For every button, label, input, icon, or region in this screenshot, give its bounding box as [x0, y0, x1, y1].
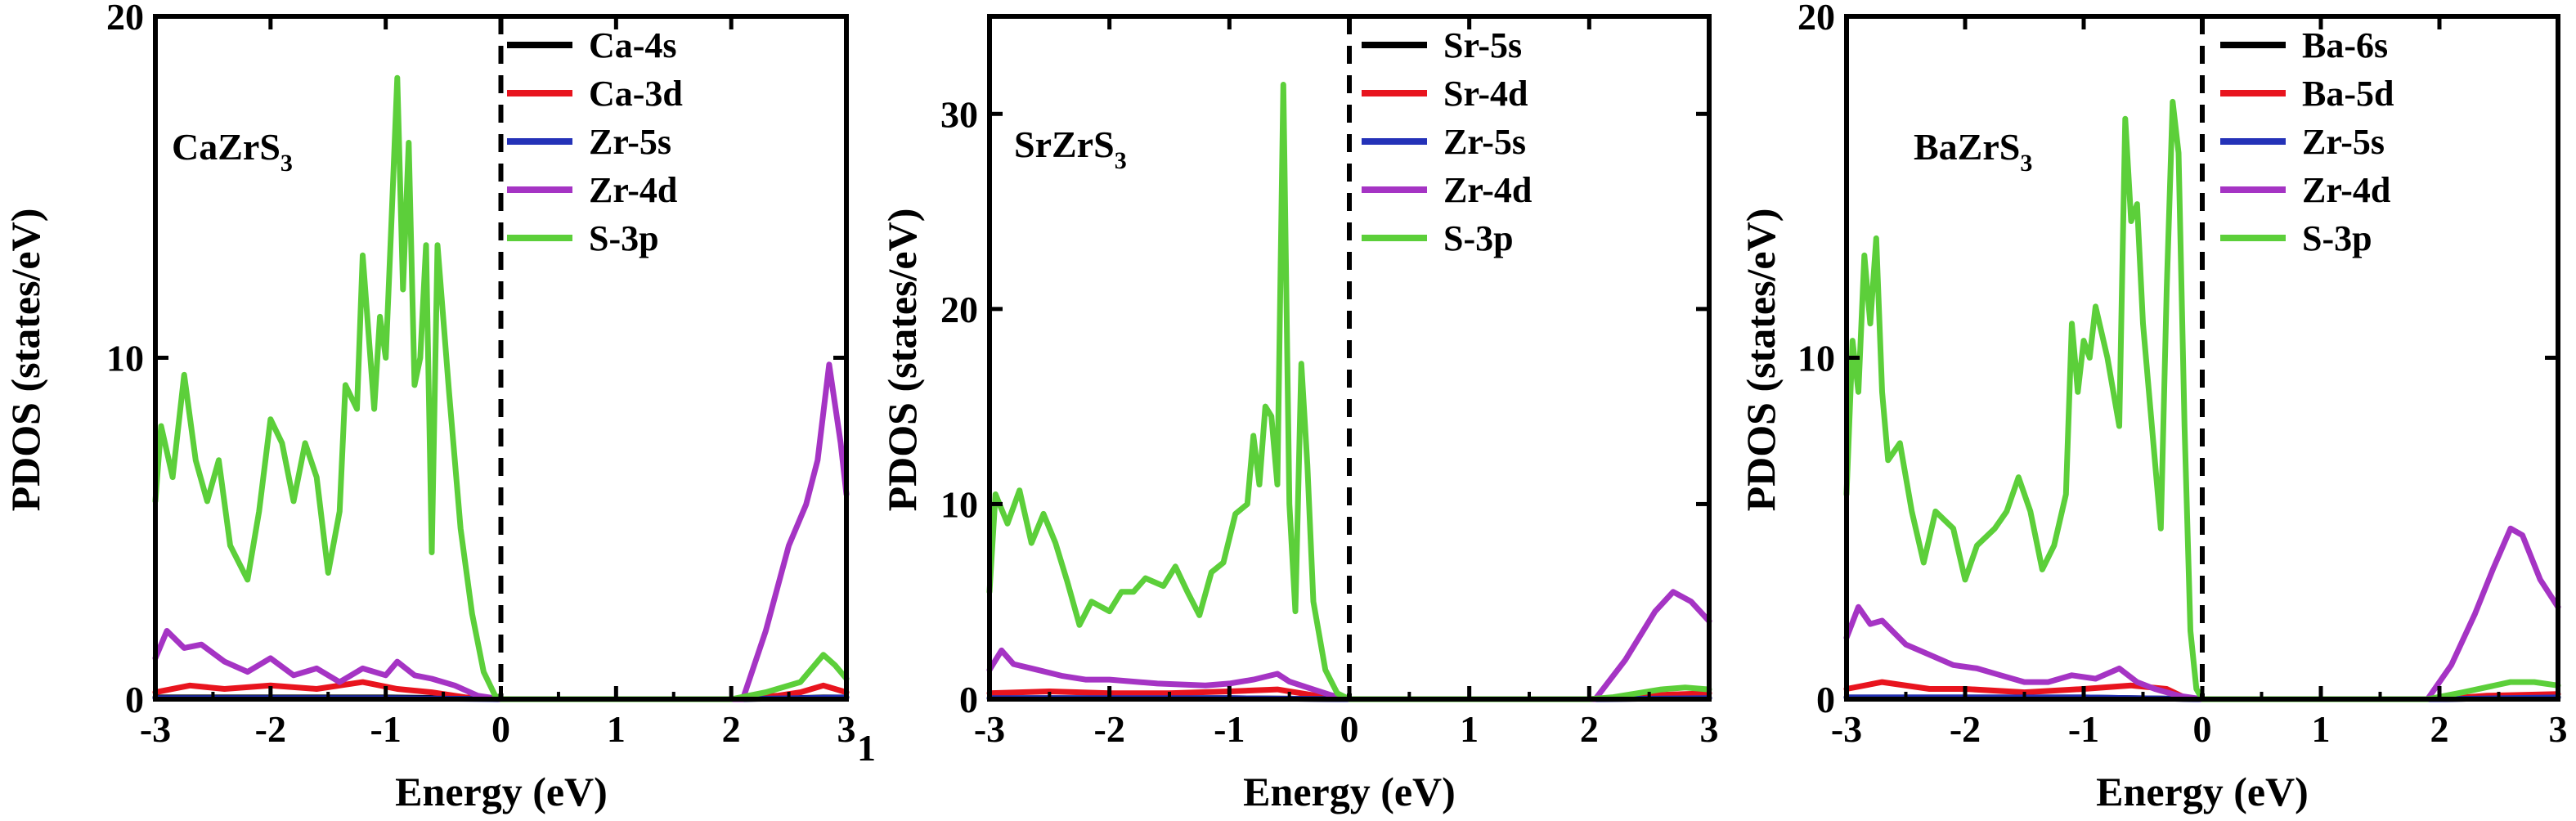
panel-bazrs3-legend-label-s-3p: S-3p	[2302, 218, 2372, 258]
panel-cazrs3-xtick-label: 0	[491, 708, 510, 750]
panel-srzrs3-xtick-label: 2	[1580, 708, 1599, 750]
panel-bazrs3-ytick-label: 0	[1816, 679, 1835, 720]
panel-cazrs3-xtick-label: -3	[140, 708, 171, 750]
panel-bazrs3-series-s-3p-line	[1843, 98, 2561, 702]
panel-srzrs3-xtick-label: 1	[1460, 708, 1479, 750]
panel-cazrs3-xtick-label: 1	[607, 708, 626, 750]
panel-bazrs3-compound-label: BaZrS3	[1914, 126, 2032, 177]
panel-bazrs3-xtick-label: 0	[2193, 708, 2212, 750]
panel-srzrs3-ytick-label: 10	[940, 483, 978, 525]
panel-srzrs3-series-s-3p-line	[986, 82, 1712, 702]
panel-cazrs3-series-ca-3d-line	[152, 679, 850, 702]
panel-bazrs3-xtick-label: 3	[2549, 708, 2568, 750]
panel-bazrs3-xtick-label: -1	[2068, 708, 2099, 750]
panel-srzrs3-legend-label-sr-5s: Sr-5s	[1443, 25, 1522, 65]
panel-cazrs3-legend-label-ca-4s: Ca-4s	[589, 25, 677, 65]
panel-cazrs3-xtick-label: -2	[255, 708, 286, 750]
panel-srzrs3-legend-label-zr-5s: Zr-5s	[1443, 122, 1526, 162]
panel-srzrs3-xtick-label: -3	[974, 708, 1005, 750]
panel-bazrs3-legend-label-ba-5d: Ba-5d	[2302, 74, 2394, 114]
panel-cazrs3-compound-label: CaZrS3	[172, 126, 293, 177]
panel-bazrs3: -3 -2 -1 0 1 2 301020Ba-6sBa-5dZr-5sZr-4dS-3p …	[1738, 0, 2568, 814]
panel-bazrs3-series-zr-4d-line	[1843, 525, 2561, 702]
panel-srzrs3-xtick-label: -2	[1094, 708, 1125, 750]
panel-srzrs3-ytick-label: 30	[940, 93, 978, 135]
panel-srzrs3-legend-label-s-3p: S-3p	[1443, 218, 1514, 258]
panel-bazrs3-xtick-label: 1	[2312, 708, 2331, 750]
panel-srzrs3-xlabel: Energy (eV)	[1243, 769, 1456, 814]
panel-bazrs3-legend-label-zr-5s: Zr-5s	[2302, 122, 2385, 162]
panel-bazrs3-xlabel: Energy (eV)	[2096, 769, 2309, 814]
panel-cazrs3-series-s-3p-line	[152, 74, 850, 702]
panel-cazrs3-xlabel: Energy (eV)	[395, 769, 608, 814]
panel-srzrs3-xtick-label: 0	[1340, 708, 1359, 750]
panel-cazrs3-ytick-label: 0	[125, 679, 144, 720]
panel-cazrs3-extra-label: 1	[857, 727, 876, 769]
panel-srzrs3-legend-label-sr-4d: Sr-4d	[1443, 74, 1528, 114]
panel-bazrs3-xtick-label: -3	[1831, 708, 1862, 750]
panel-cazrs3-xtick-label: 2	[722, 708, 741, 750]
panel-bazrs3-plot-area: -3 -2 -1 0 1 2 3 0 10 20 Ba-6s Ba-5d Zr-5s Zr-4d S-3p	[1797, 0, 2568, 750]
panel-cazrs3-legend-label-zr-5s: Zr-5s	[589, 122, 671, 162]
panel-bazrs3-ylabel: PDOS (states/eV)	[1738, 209, 1784, 512]
panel-cazrs3-ylabel: PDOS (states/eV)	[2, 209, 48, 512]
panel-srzrs3-ytick-label: 0	[959, 679, 978, 720]
panel-srzrs3-compound-label: SrZrS3	[1014, 123, 1127, 174]
panel-bazrs3-xtick-label: -2	[1950, 708, 1981, 750]
panel-srzrs3-xtick-label: 3	[1700, 708, 1719, 750]
panel-bazrs3-ytick-label: 20	[1797, 0, 1835, 38]
panel-srzrs3-legend-label-zr-4d: Zr-4d	[1443, 170, 1532, 210]
panel-bazrs3-legend-label-ba-6s: Ba-6s	[2302, 25, 2388, 65]
panel-cazrs3-legend-label-s-3p: S-3p	[589, 218, 659, 258]
panel-srzrs3-series-zr-4d-line	[986, 589, 1712, 702]
panel-srzrs3-ylabel: PDOS (states/eV)	[879, 209, 925, 512]
panel-srzrs3: -3 -2 -1 0 1 2 30102030Sr-5sSr-4dZr-5sZr-4dS-3…	[879, 14, 1719, 814]
panel-cazrs3-ytick-label: 10	[106, 338, 144, 379]
panel-cazrs3-plot-area: -3 -2 -1 0 1 2 3 0 10 20 Ca-4s Ca-3d Zr-5s Zr-4d S-3p	[106, 0, 856, 750]
panel-cazrs3-ytick-label: 20	[106, 0, 144, 38]
panel-srzrs3-ytick-label: 20	[940, 289, 978, 330]
panel-srzrs3-xtick-label: -1	[1214, 708, 1245, 750]
panel-bazrs3-xtick-label: 2	[2430, 708, 2449, 750]
panel-cazrs3-legend-label-ca-3d: Ca-3d	[589, 74, 683, 114]
panel-cazrs3-xtick-label: -1	[370, 708, 402, 750]
panel-cazrs3-legend-label-zr-4d: Zr-4d	[589, 170, 677, 210]
panel-bazrs3-ytick-label: 10	[1797, 338, 1835, 379]
panel-cazrs3-series-zr-4d-line	[152, 361, 850, 702]
panel-srzrs3-plot-area: -3 -2 -1 0 1 2 30102030Sr-5sSr-4dZr-5sZr-4dS-3…	[940, 14, 1719, 750]
panel-cazrs3-xtick-label: 3	[837, 708, 856, 750]
panel-cazrs3: -3 -2 -1 0 1 2 301020Ca-4sCa-3dZr-5sZr-4dS-3p …	[2, 0, 876, 814]
panel-bazrs3-legend-label-zr-4d: Zr-4d	[2302, 170, 2390, 210]
